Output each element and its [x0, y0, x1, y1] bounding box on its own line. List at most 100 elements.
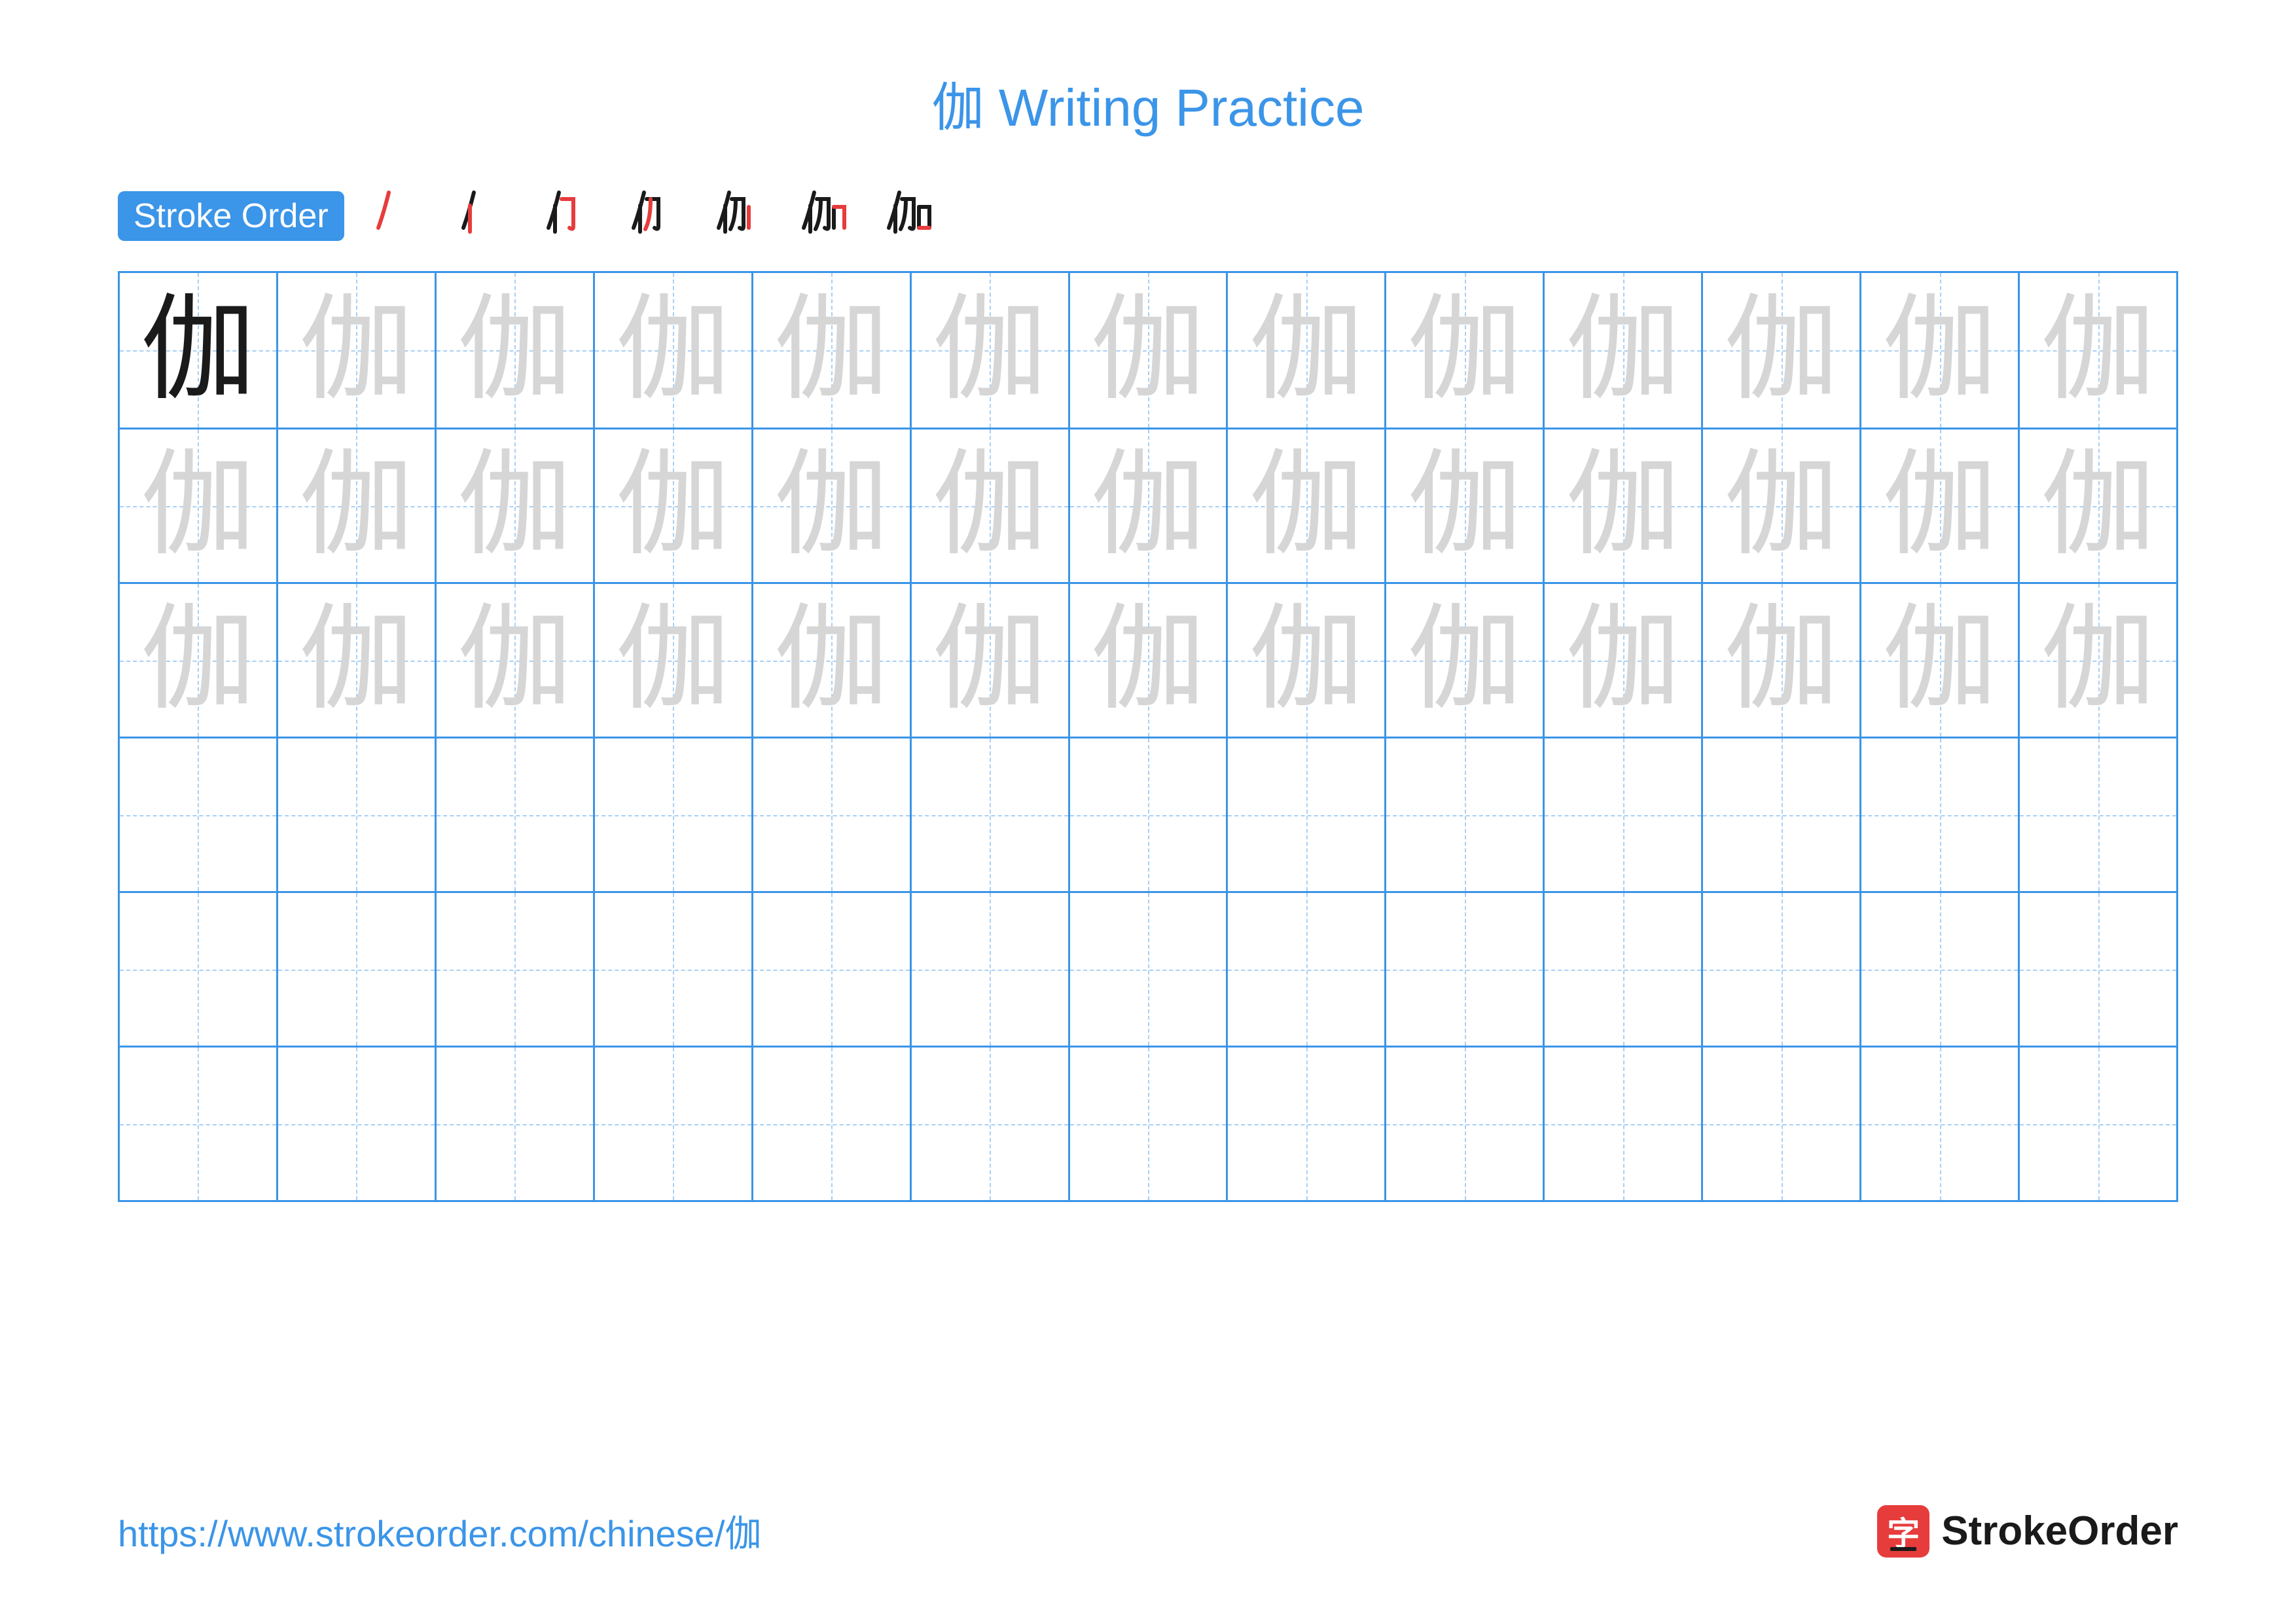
trace-character: 伽	[616, 448, 730, 563]
trace-character: 伽	[1566, 448, 1680, 563]
logo-text: StrokeOrder	[1941, 1508, 2178, 1554]
trace-character: 伽	[2041, 603, 2155, 718]
grid-cell: 伽	[1226, 273, 1384, 428]
grid-cell	[1226, 739, 1384, 891]
source-url: https://www.strokeorder.com/chinese/伽	[118, 1504, 762, 1558]
stroke-step-5	[711, 181, 763, 251]
grid-cell: 伽	[1543, 273, 1701, 428]
grid-cell: 伽	[593, 273, 751, 428]
grid-cell: 伽	[1701, 273, 1859, 428]
grid-cell	[1543, 1048, 1701, 1200]
grid-cell: 伽	[1543, 584, 1701, 737]
grid-cell	[435, 739, 593, 891]
grid-cell: 伽	[1384, 429, 1543, 582]
trace-character: 伽	[1566, 293, 1680, 408]
grid-cell	[593, 1048, 751, 1200]
grid-cell	[1859, 739, 2018, 891]
grid-cell	[751, 893, 910, 1046]
trace-character: 伽	[1407, 448, 1522, 563]
grid-cell: 伽	[593, 584, 751, 737]
grid-cell	[435, 1048, 593, 1200]
grid-cell	[120, 893, 276, 1046]
grid-cell	[120, 1048, 276, 1200]
grid-cell	[593, 739, 751, 891]
stroke-step-1	[370, 181, 423, 251]
grid-cell: 伽	[2018, 429, 2176, 582]
trace-character: 伽	[1090, 448, 1205, 563]
grid-cell	[276, 739, 435, 891]
trace-character: 伽	[2041, 448, 2155, 563]
grid-cell	[593, 893, 751, 1046]
grid-cell: 伽	[1068, 429, 1227, 582]
grid-cell: 伽	[276, 429, 435, 582]
grid-cell	[751, 739, 910, 891]
grid-cell	[1701, 739, 1859, 891]
grid-cell	[1068, 1048, 1227, 1200]
trace-character: 伽	[1090, 293, 1205, 408]
grid-cell: 伽	[751, 429, 910, 582]
grid-cell: 伽	[276, 273, 435, 428]
grid-cell	[1384, 739, 1543, 891]
grid-cell: 伽	[1384, 273, 1543, 428]
grid-cell	[1384, 893, 1543, 1046]
stroke-step-2	[456, 181, 508, 251]
grid-cell	[910, 893, 1068, 1046]
grid-cell	[120, 739, 276, 891]
title-text: 伽 Writing Practice	[932, 79, 1365, 137]
grid-cell: 伽	[120, 429, 276, 582]
grid-cell: 伽	[593, 429, 751, 582]
stroke-order-row: Stroke Order	[118, 181, 2178, 251]
trace-character: 伽	[457, 448, 572, 563]
stroke-order-badge: Stroke Order	[118, 191, 344, 241]
trace-character: 伽	[1724, 603, 1839, 718]
stroke-step-7	[881, 181, 933, 251]
grid-cell	[1068, 893, 1227, 1046]
grid-cell	[1701, 893, 1859, 1046]
grid-cell	[751, 1048, 910, 1200]
stroke-step-4	[626, 181, 678, 251]
logo-icon: 字	[1877, 1505, 1929, 1558]
grid-cell: 伽	[435, 584, 593, 737]
practice-grid: 伽伽伽伽伽伽伽伽伽伽伽伽伽伽伽伽伽伽伽伽伽伽伽伽伽伽伽伽伽伽伽伽伽伽伽伽伽伽伽	[118, 271, 2178, 1202]
trace-character: 伽	[616, 293, 730, 408]
trace-character: 伽	[1882, 448, 1997, 563]
grid-cell	[276, 893, 435, 1046]
trace-character: 伽	[1566, 603, 1680, 718]
page-title: 伽 Writing Practice	[118, 65, 2178, 141]
grid-cell	[435, 893, 593, 1046]
trace-character: 伽	[299, 293, 414, 408]
grid-cell: 伽	[1226, 584, 1384, 737]
trace-character: 伽	[141, 448, 255, 563]
grid-cell	[2018, 893, 2176, 1046]
grid-cell: 伽	[1068, 584, 1227, 737]
trace-character: 伽	[616, 603, 730, 718]
footer: https://www.strokeorder.com/chinese/伽 字 …	[118, 1504, 2178, 1558]
grid-cell: 伽	[2018, 584, 2176, 737]
grid-cell: 伽	[1226, 429, 1384, 582]
trace-character: 伽	[299, 603, 414, 718]
grid-cell	[1384, 1048, 1543, 1200]
trace-character: 伽	[457, 293, 572, 408]
trace-character: 伽	[1724, 448, 1839, 563]
trace-character: 伽	[1882, 293, 1997, 408]
grid-row	[120, 1046, 2176, 1200]
grid-cell: 伽	[120, 584, 276, 737]
grid-cell: 伽	[1859, 273, 2018, 428]
trace-character: 伽	[1882, 603, 1997, 718]
grid-row	[120, 737, 2176, 891]
grid-cell: 伽	[1859, 584, 2018, 737]
grid-cell: 伽	[435, 429, 593, 582]
grid-row	[120, 891, 2176, 1046]
grid-cell: 伽	[1701, 429, 1859, 582]
grid-cell	[1226, 893, 1384, 1046]
model-character: 伽	[141, 293, 255, 408]
trace-character: 伽	[1249, 448, 1363, 563]
grid-cell	[2018, 1048, 2176, 1200]
trace-character: 伽	[933, 448, 1047, 563]
grid-row: 伽伽伽伽伽伽伽伽伽伽伽伽伽	[120, 428, 2176, 582]
logo: 字 StrokeOrder	[1877, 1505, 2178, 1558]
trace-character: 伽	[774, 448, 889, 563]
grid-cell	[1543, 893, 1701, 1046]
grid-cell: 伽	[1859, 429, 2018, 582]
trace-character: 伽	[457, 603, 572, 718]
